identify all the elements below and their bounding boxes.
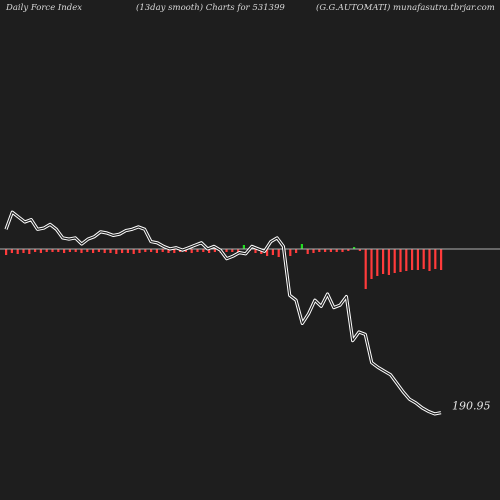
- force-index-bar: [51, 249, 54, 252]
- force-index-bar: [237, 249, 240, 252]
- force-index-bar: [208, 249, 211, 253]
- force-index-bar: [329, 249, 332, 252]
- force-index-bar: [271, 249, 274, 255]
- force-index-bar: [155, 249, 158, 253]
- force-index-bar: [225, 249, 228, 252]
- force-index-bar: [312, 249, 315, 253]
- force-index-bar: [5, 249, 8, 255]
- chart-type-label: Daily Force Index: [6, 3, 83, 13]
- last-price-label: 190.95: [452, 400, 491, 413]
- force-index-bar: [254, 249, 257, 253]
- force-index-bar: [144, 249, 147, 252]
- force-index-bar: [289, 249, 292, 256]
- force-index-bar: [190, 249, 193, 253]
- force-index-bar: [109, 249, 112, 253]
- force-index-bar: [57, 249, 60, 252]
- force-index-bar: [335, 249, 338, 252]
- force-index-bar: [39, 249, 42, 253]
- force-index-bar: [347, 249, 350, 251]
- force-index-bar: [92, 249, 95, 253]
- force-index-bar: [150, 249, 153, 252]
- force-index-bar: [138, 249, 141, 253]
- force-index-bar: [393, 249, 396, 273]
- force-index-bar: [277, 249, 280, 257]
- force-index-bar: [411, 249, 414, 270]
- force-index-bar: [370, 249, 373, 279]
- force-index-bar: [173, 249, 176, 253]
- force-index-bar: [382, 249, 385, 274]
- force-index-bar: [213, 249, 216, 252]
- force-index-bar: [364, 249, 367, 289]
- force-index-bar: [22, 249, 25, 253]
- force-index-bar: [74, 249, 77, 252]
- symbol-source-label: (G.G.AUTOMATI) munafasutra.tbrjar.com: [316, 3, 495, 13]
- force-index-bar: [167, 249, 170, 253]
- force-index-bar: [387, 249, 390, 275]
- force-index-bar: [405, 249, 408, 271]
- force-index-bar: [353, 247, 356, 249]
- force-index-bar: [80, 249, 83, 253]
- force-index-bar: [416, 249, 419, 270]
- force-index-bar: [422, 249, 425, 269]
- force-index-bar: [121, 249, 124, 253]
- force-index-bar: [295, 249, 298, 253]
- force-index-bar: [115, 249, 118, 254]
- force-index-bar: [16, 249, 19, 254]
- force-index-bar: [63, 249, 66, 253]
- force-index-bar: [324, 249, 327, 252]
- force-index-bar: [341, 249, 344, 252]
- force-index-bar: [231, 249, 234, 252]
- force-index-bar: [45, 249, 48, 252]
- force-index-bar: [306, 249, 309, 254]
- force-index-bar: [300, 244, 303, 249]
- force-index-bar: [242, 245, 245, 249]
- force-index-bar: [399, 249, 402, 272]
- force-index-bar: [358, 249, 361, 251]
- force-index-bar: [97, 249, 100, 252]
- force-index-bar: [376, 249, 379, 276]
- force-index-bar: [202, 249, 205, 252]
- force-index-bar: [266, 249, 269, 256]
- force-index-bar: [68, 249, 71, 252]
- force-index-bar: [103, 249, 106, 253]
- chart-title: (13day smooth) Charts for 531399: [136, 3, 285, 13]
- price-line: [5, 211, 442, 415]
- force-index-bar: [126, 249, 129, 253]
- force-index-bar: [28, 249, 31, 254]
- force-index-bar: [86, 249, 89, 252]
- force-index-bar: [428, 249, 431, 271]
- force-index-bars: [5, 244, 443, 289]
- force-index-bar: [34, 249, 37, 252]
- force-index-bar: [196, 249, 199, 252]
- force-index-bar: [440, 249, 443, 270]
- force-index-bar: [132, 249, 135, 254]
- force-index-bar: [161, 249, 164, 252]
- price-line-outline: [4, 210, 442, 416]
- force-index-bar: [318, 249, 321, 252]
- force-index-bar: [434, 249, 437, 269]
- force-index-bar: [10, 249, 13, 253]
